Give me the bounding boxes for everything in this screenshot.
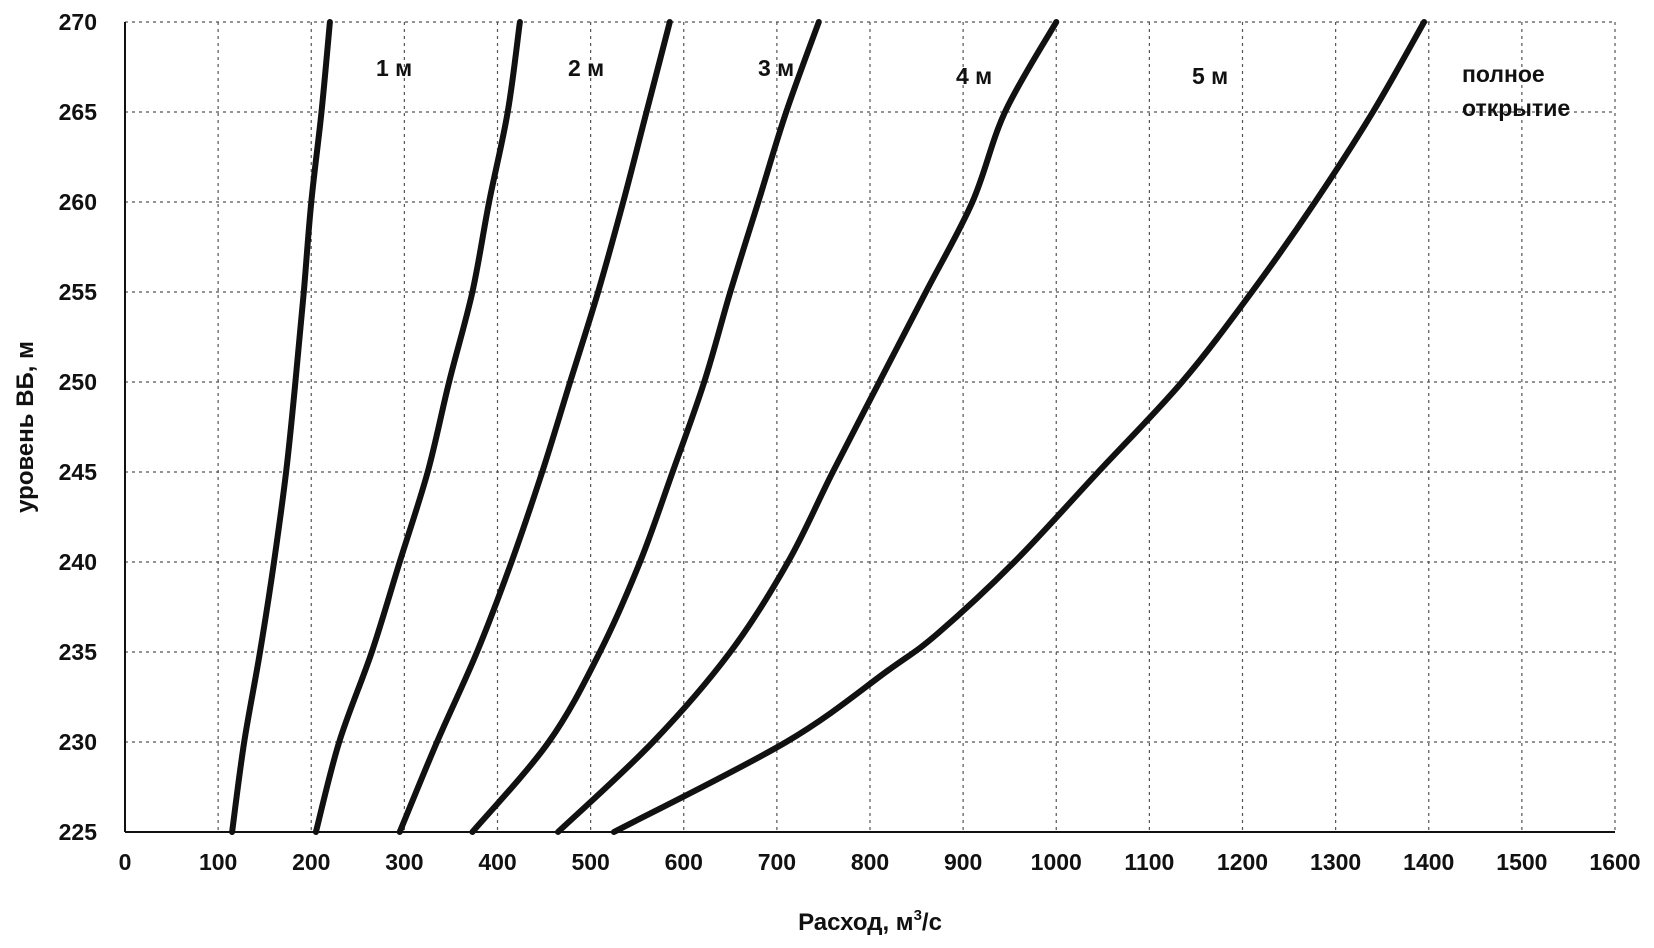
series-label-5m: 5 м [1192,63,1228,89]
series-line-6 [610,19,1428,835]
x-tick-label: 100 [199,849,237,875]
series-labels: 1 м 2 м 3 м 4 м 5 м полное открытие [376,55,1570,121]
series-label-2m: 2 м [568,55,604,81]
y-tick-label: 260 [59,189,97,215]
series-line-1 [229,19,333,835]
tick-labels: 0 100 200 300 400 500 600 700 800 900 1000 1100 1200… [59,9,1641,875]
x-tick-label: 800 [851,849,889,875]
x-tick-label: 400 [478,849,516,875]
x-tick-label: 900 [944,849,982,875]
curves [229,19,1428,835]
x-tick-label: 1200 [1217,849,1268,875]
x-tick-label: 0 [119,849,132,875]
axes [124,22,1615,833]
y-tick-label: 235 [59,639,98,665]
x-tick-label: 200 [292,849,330,875]
x-tick-label: 300 [385,849,423,875]
series-label-full-open-line1: полное [1462,61,1545,87]
x-tick-label: 1400 [1403,849,1454,875]
y-axis-title: уровень ВБ, м [12,341,39,513]
x-tick-label: 500 [571,849,609,875]
y-tick-label: 255 [59,279,98,305]
series-line-2 [312,19,523,835]
x-tick-label: 1600 [1589,849,1640,875]
x-tick-label: 1000 [1031,849,1082,875]
x-axis-title: Расход, м3/с [798,907,942,936]
x-tick-label: 1500 [1496,849,1547,875]
series-label-full-open-line2: открытие [1462,95,1570,121]
x-tick-label: 1300 [1310,849,1361,875]
x-tick-label: 700 [758,849,796,875]
series-label-4m: 4 м [956,63,992,89]
y-tick-label: 225 [59,819,98,845]
y-tick-label: 270 [59,9,97,35]
series-line-4 [469,19,822,835]
series-label-3m: 3 м [758,55,794,81]
series-line-5 [555,19,1060,835]
x-tick-label: 600 [665,849,703,875]
series-line-3 [396,19,673,835]
y-tick-label: 265 [59,99,98,125]
y-tick-label: 230 [59,729,97,755]
y-tick-label: 250 [59,369,97,395]
y-tick-label: 245 [59,459,98,485]
x-tick-label: 1100 [1124,849,1174,875]
series-label-1m: 1 м [376,55,412,81]
y-tick-label: 240 [59,549,97,575]
